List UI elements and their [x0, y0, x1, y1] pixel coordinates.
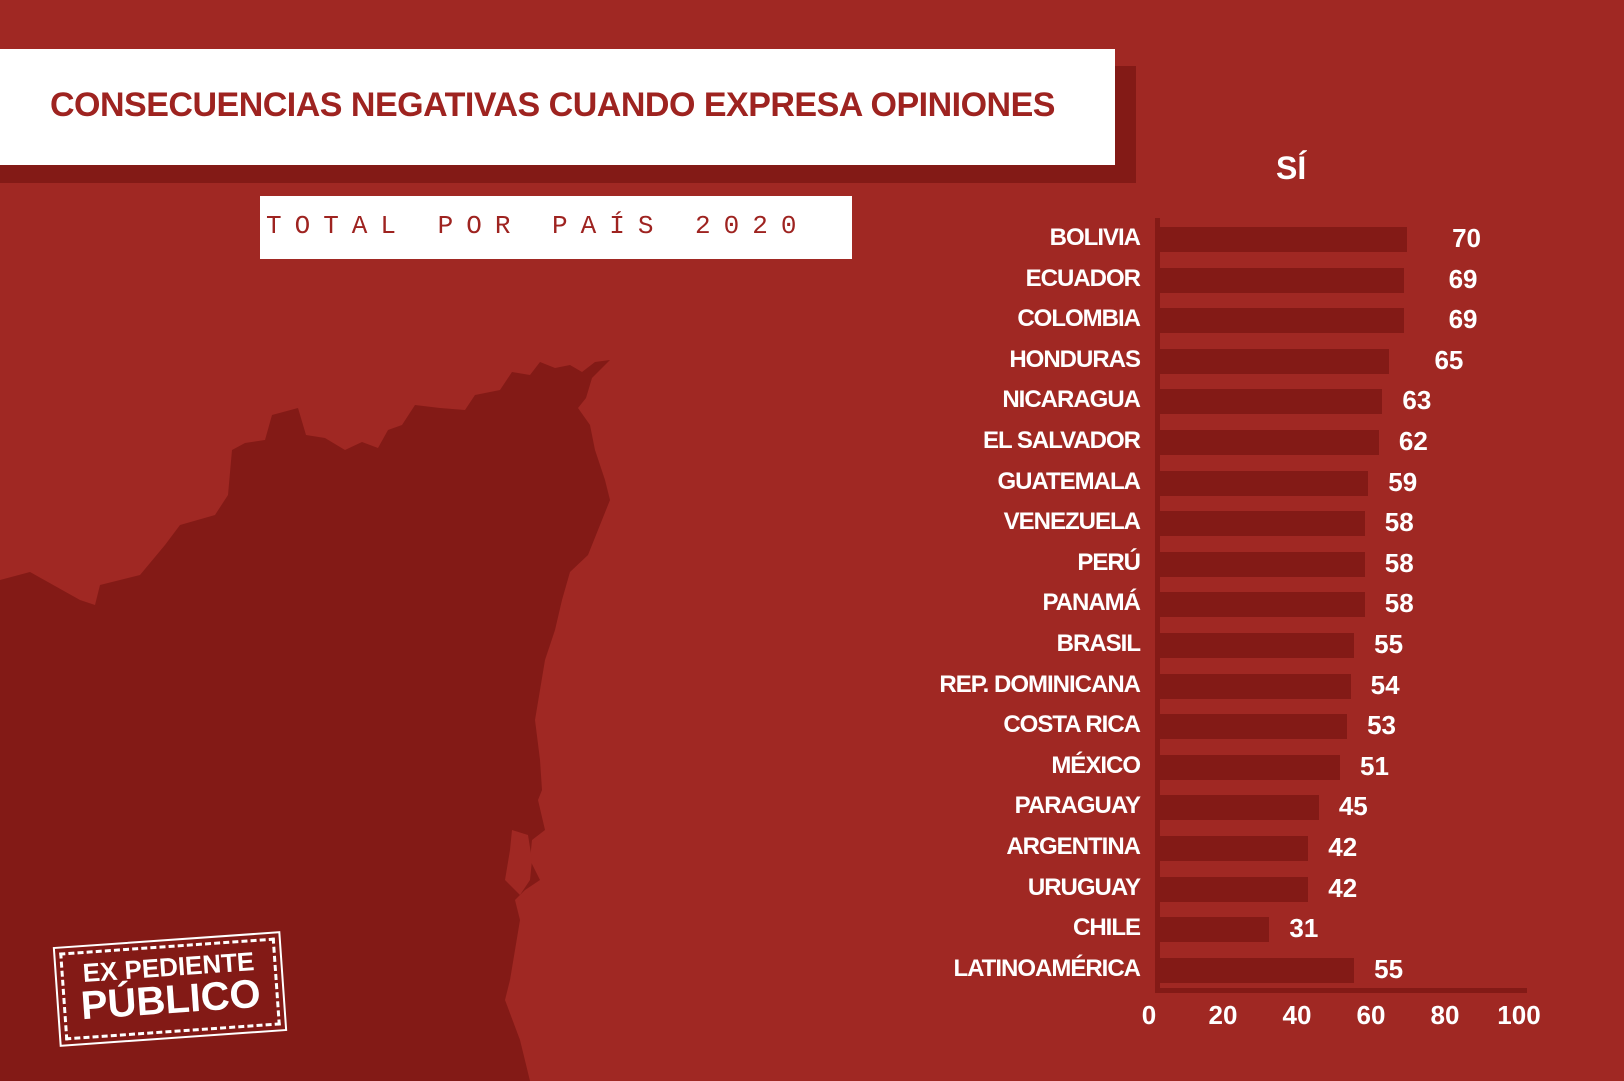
- bar: [1160, 551, 1365, 577]
- bar: [1160, 227, 1408, 252]
- x-axis-line: [1155, 988, 1527, 993]
- category-label: COLOMBIA: [1017, 305, 1141, 333]
- value-label: 59: [1388, 466, 1418, 497]
- chart-subtitle: TOTAL POR PAÍS 2020: [266, 211, 810, 241]
- value-label: 51: [1360, 750, 1389, 781]
- category-label: VENEZUELA: [1003, 508, 1141, 536]
- category-label: ECUADOR: [1025, 264, 1141, 292]
- category-label: HONDURAS: [1009, 345, 1141, 373]
- category-label: NICARAGUA: [1002, 386, 1141, 414]
- category-label: CHILE: [1073, 914, 1141, 942]
- bar: [1160, 795, 1319, 821]
- x-tick-label: 80: [1430, 1000, 1460, 1030]
- category-label: EL SALVADOR: [982, 427, 1141, 454]
- value-label: 55: [1374, 953, 1404, 984]
- bar: [1160, 673, 1351, 699]
- x-tick-label: 20: [1208, 1000, 1238, 1030]
- value-label: 58: [1384, 588, 1414, 619]
- value-label: 62: [1398, 426, 1428, 456]
- value-label: 53: [1367, 710, 1396, 741]
- value-label: 54: [1370, 669, 1400, 700]
- bar: [1160, 470, 1369, 496]
- category-label: BRASIL: [1056, 630, 1141, 657]
- x-tick-label: 100: [1497, 1000, 1541, 1030]
- category-label: PARAGUAY: [1014, 792, 1141, 820]
- bar: [1160, 308, 1404, 334]
- value-label: 58: [1384, 507, 1414, 538]
- category-label: BOLIVIA: [1049, 224, 1141, 251]
- bar: [1160, 511, 1365, 537]
- value-label: 31: [1289, 913, 1319, 944]
- category-label: URUGUAY: [1027, 873, 1141, 901]
- category-label: GUATEMALA: [997, 467, 1141, 495]
- category-label: COSTA RICA: [1003, 711, 1141, 739]
- bar: [1160, 754, 1341, 780]
- value-label: 69: [1448, 304, 1478, 335]
- value-label: 58: [1384, 547, 1414, 578]
- value-label: 69: [1448, 263, 1478, 294]
- bar: [1160, 592, 1365, 618]
- bar: [1160, 836, 1309, 861]
- value-label: 45: [1338, 791, 1368, 822]
- bar: [1160, 348, 1390, 374]
- category-label: LATINOAMÉRICA: [953, 954, 1141, 982]
- category-label: MÉXICO: [1051, 751, 1141, 779]
- title-banner: [0, 49, 1115, 165]
- bar: [1160, 430, 1379, 455]
- bar: [1160, 389, 1383, 415]
- bar: [1160, 633, 1355, 658]
- value-label: 55: [1374, 629, 1404, 659]
- subtitle-banner: [260, 196, 852, 259]
- bar: [1160, 876, 1309, 902]
- expediente-publico-logo: EX PEDIENTE PÚBLICO: [53, 930, 287, 1048]
- value-label: 42: [1328, 832, 1358, 862]
- x-tick-label: 0: [1141, 1000, 1157, 1030]
- value-label: 70: [1452, 223, 1482, 253]
- category-label: REP. DOMINICANA: [939, 670, 1141, 698]
- category-label: ARGENTINA: [1006, 833, 1141, 860]
- category-label: PERÚ: [1077, 548, 1141, 576]
- series-label: SÍ: [1276, 150, 1307, 186]
- x-tick-label: 40: [1282, 1000, 1312, 1030]
- bar: [1160, 957, 1355, 983]
- value-label: 42: [1328, 872, 1358, 903]
- bar: [1160, 714, 1348, 740]
- y-axis-line: [1155, 218, 1160, 992]
- chart-title: CONSECUENCIAS NEGATIVAS CUANDO EXPRESA O…: [50, 86, 1055, 124]
- x-tick-label: 60: [1356, 1000, 1386, 1030]
- bar: [1160, 267, 1404, 293]
- bar: [1160, 917, 1270, 943]
- value-label: 63: [1402, 385, 1432, 416]
- value-label: 65: [1434, 344, 1464, 375]
- category-label: PANAMÁ: [1042, 589, 1141, 617]
